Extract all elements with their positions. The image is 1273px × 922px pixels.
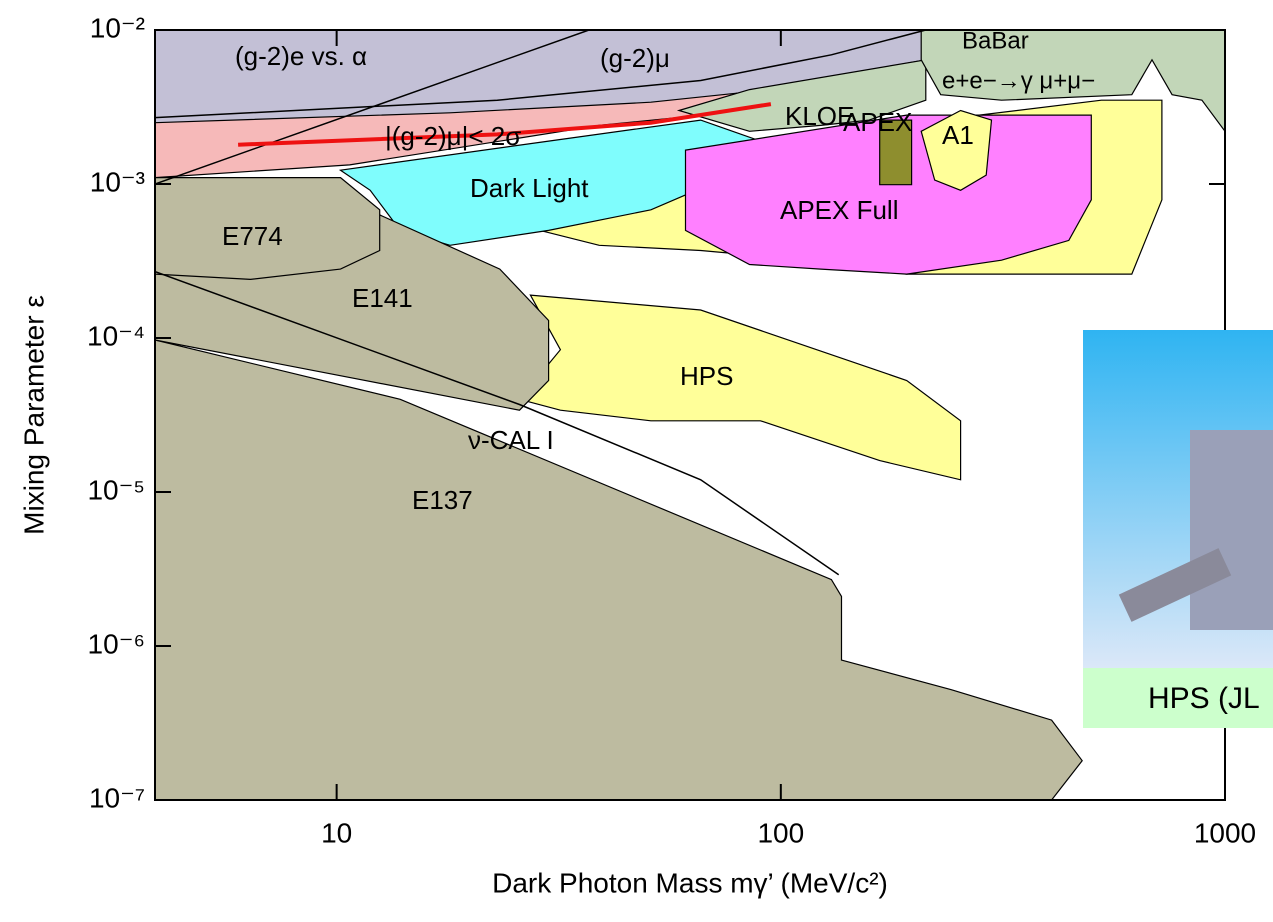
bound-line xyxy=(155,30,926,119)
region-label: (g-2)e vs. α xyxy=(235,41,367,71)
y-tick-label: 10⁻⁷ xyxy=(89,782,145,813)
y-tick-label: 10⁻⁵ xyxy=(87,474,145,505)
region-label: KLOE xyxy=(785,101,854,131)
y-tick-label: 10⁻⁴ xyxy=(87,320,145,351)
inset-caption-box xyxy=(1083,668,1273,728)
exclusion-region xyxy=(155,177,381,281)
exclusion-region xyxy=(879,119,913,186)
region-label: A1 xyxy=(942,120,974,150)
inset-beamline xyxy=(1118,548,1232,622)
plot-area xyxy=(155,30,1225,800)
region-label: e+e−→γ μ+μ− xyxy=(942,67,1095,94)
region-label: BaBar xyxy=(962,27,1029,54)
x-tick-label: 1000 xyxy=(1194,817,1256,848)
x-tick-label: 100 xyxy=(757,817,804,848)
exclusion-region xyxy=(920,30,1225,133)
region-label: E137 xyxy=(412,485,473,515)
x-tick-label: 10 xyxy=(321,817,352,848)
region-label: E141 xyxy=(352,283,413,313)
region-label: |(g-2)μ|< 2σ xyxy=(385,121,521,151)
region-label: HPS xyxy=(680,361,733,391)
region-label: APEX Full xyxy=(780,195,899,225)
exclusion-region xyxy=(155,339,1083,800)
y-tick-label: 10⁻² xyxy=(90,12,145,43)
exclusion-region xyxy=(684,114,1092,275)
inset-detector xyxy=(1190,430,1273,630)
inset: HPS (JL xyxy=(1083,330,1273,728)
exclusion-region xyxy=(920,109,993,191)
bound-line xyxy=(155,270,840,576)
inset-caption: HPS (JL xyxy=(1148,682,1260,715)
y-tick-label: 10⁻³ xyxy=(90,166,145,197)
exclusion-region xyxy=(338,119,762,246)
region-label: E774 xyxy=(222,221,283,251)
region-label: (g-2)μ xyxy=(600,43,670,73)
bound-line xyxy=(238,102,772,147)
y-tick-label: 10⁻⁶ xyxy=(88,628,145,659)
region-label: APEX xyxy=(843,107,912,137)
region-label: ν-CAL I xyxy=(468,425,554,455)
y-axis-label: Mixing Parameter ε xyxy=(18,295,49,535)
exclusion-region xyxy=(676,59,927,132)
exclusion-region xyxy=(518,294,962,481)
region-label: Dark Light xyxy=(470,173,589,203)
x-axis-label: Dark Photon Mass mγ’ (MeV/c²) xyxy=(492,867,888,898)
